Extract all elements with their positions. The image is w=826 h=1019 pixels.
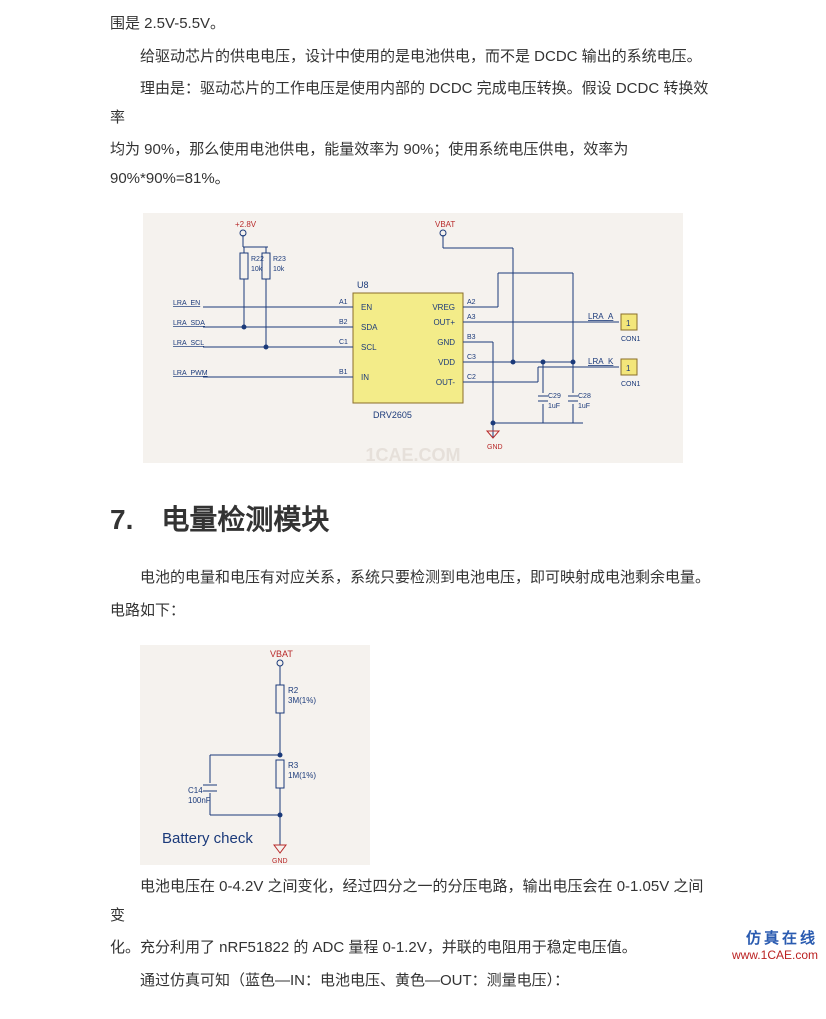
svg-text:100nF: 100nF	[188, 796, 211, 805]
svg-text:VBAT: VBAT	[435, 220, 455, 229]
svg-text:+2.8V: +2.8V	[235, 220, 257, 229]
svg-text:C3: C3	[467, 354, 476, 361]
svg-text:C14: C14	[188, 786, 203, 795]
svg-text:C2: C2	[467, 374, 476, 381]
svg-text:OUT+: OUT+	[433, 318, 455, 327]
svg-text:LRA_A: LRA_A	[588, 312, 614, 321]
svg-text:3M(1%): 3M(1%)	[288, 696, 316, 705]
brand-zh: 仿真在线	[732, 930, 818, 948]
svg-text:LRA_SDA: LRA_SDA	[173, 320, 205, 327]
svg-text:10k: 10k	[273, 266, 285, 273]
schematic-svg: 1CAE.COM U8 DRV2605 EN SDA SCL IN VREG O…	[143, 213, 683, 463]
svg-text:1CAE.COM: 1CAE.COM	[365, 445, 460, 463]
paragraph: 电池电压在 0-4.2V 之间变化，经过四分之一的分压电路，输出电压会在 0-1…	[110, 873, 716, 930]
svg-text:1: 1	[626, 319, 631, 328]
svg-text:VBAT: VBAT	[270, 649, 293, 659]
svg-text:R23: R23	[273, 256, 286, 263]
svg-text:1: 1	[626, 364, 631, 373]
svg-text:GND: GND	[437, 338, 455, 347]
svg-text:C29: C29	[548, 393, 561, 400]
paragraph: 化。充分利用了 nRF51822 的 ADC 量程 0-1.2V，并联的电阻用于…	[110, 934, 716, 963]
svg-text:Battery check: Battery check	[162, 830, 253, 847]
paragraph: 给驱动芯片的供电电压，设计中使用的是电池供电，而不是 DCDC 输出的系统电压。	[110, 43, 716, 72]
svg-text:A2: A2	[467, 299, 476, 306]
svg-text:1uF: 1uF	[548, 403, 560, 410]
svg-text:R3: R3	[288, 761, 299, 770]
svg-text:C28: C28	[578, 393, 591, 400]
heading-number: 7.	[110, 493, 133, 546]
svg-text:B3: B3	[467, 334, 476, 341]
schematic-svg: VBAT R2 3M(1%)	[140, 645, 370, 865]
svg-text:OUT-: OUT-	[436, 378, 455, 387]
svg-text:10k: 10k	[251, 266, 263, 273]
svg-text:VREG: VREG	[432, 303, 455, 312]
svg-text:U8: U8	[357, 280, 369, 290]
brand-en: www.1CAE.com	[732, 948, 818, 962]
paragraph: 理由是：驱动芯片的工作电压是使用内部的 DCDC 完成电压转换。假设 DCDC …	[110, 75, 716, 132]
svg-text:A1: A1	[339, 299, 348, 306]
svg-text:VDD: VDD	[438, 358, 455, 367]
svg-text:LRA_PWM: LRA_PWM	[173, 370, 208, 377]
paragraph: 电池的电量和电压有对应关系，系统只要检测到电池电压，即可映射成电池剩余电量。	[110, 564, 716, 593]
svg-text:IN: IN	[361, 373, 369, 382]
svg-text:R2: R2	[288, 686, 299, 695]
footer-brand: 仿真在线 www.1CAE.com	[732, 930, 818, 962]
paragraph: 通过仿真可知（蓝色—IN：电池电压、黄色—OUT：测量电压）：	[110, 967, 716, 996]
svg-text:A3: A3	[467, 314, 476, 321]
svg-text:CON1: CON1	[621, 381, 641, 388]
svg-text:GND: GND	[272, 858, 288, 865]
svg-text:EN: EN	[361, 303, 372, 312]
svg-text:C1: C1	[339, 339, 348, 346]
svg-text:SCL: SCL	[361, 343, 377, 352]
paragraph: 电路如下：	[110, 597, 716, 626]
schematic-battery-check: VBAT R2 3M(1%)	[110, 645, 716, 865]
svg-text:LRA_EN: LRA_EN	[173, 300, 200, 307]
schematic-drv2605: 1CAE.COM U8 DRV2605 EN SDA SCL IN VREG O…	[110, 213, 716, 463]
svg-text:R22: R22	[251, 256, 264, 263]
svg-text:LRA_K: LRA_K	[588, 357, 614, 366]
svg-text:CON1: CON1	[621, 336, 641, 343]
heading-text: 电量检测模块	[161, 504, 329, 535]
svg-text:DRV2605: DRV2605	[373, 410, 412, 420]
svg-text:GND: GND	[487, 444, 503, 451]
svg-text:1uF: 1uF	[578, 403, 590, 410]
section-heading: 7. 电量检测模块	[110, 493, 716, 546]
svg-text:SDA: SDA	[361, 323, 378, 332]
svg-text:LRA_SCL: LRA_SCL	[173, 340, 204, 347]
paragraph: 围是 2.5V-5.5V。	[110, 10, 716, 39]
svg-text:B1: B1	[339, 369, 348, 376]
svg-text:1M(1%): 1M(1%)	[288, 771, 316, 780]
paragraph: 均为 90%，那么使用电池供电，能量效率为 90%；使用系统电压供电，效率为 9…	[110, 136, 716, 193]
svg-text:B2: B2	[339, 319, 348, 326]
